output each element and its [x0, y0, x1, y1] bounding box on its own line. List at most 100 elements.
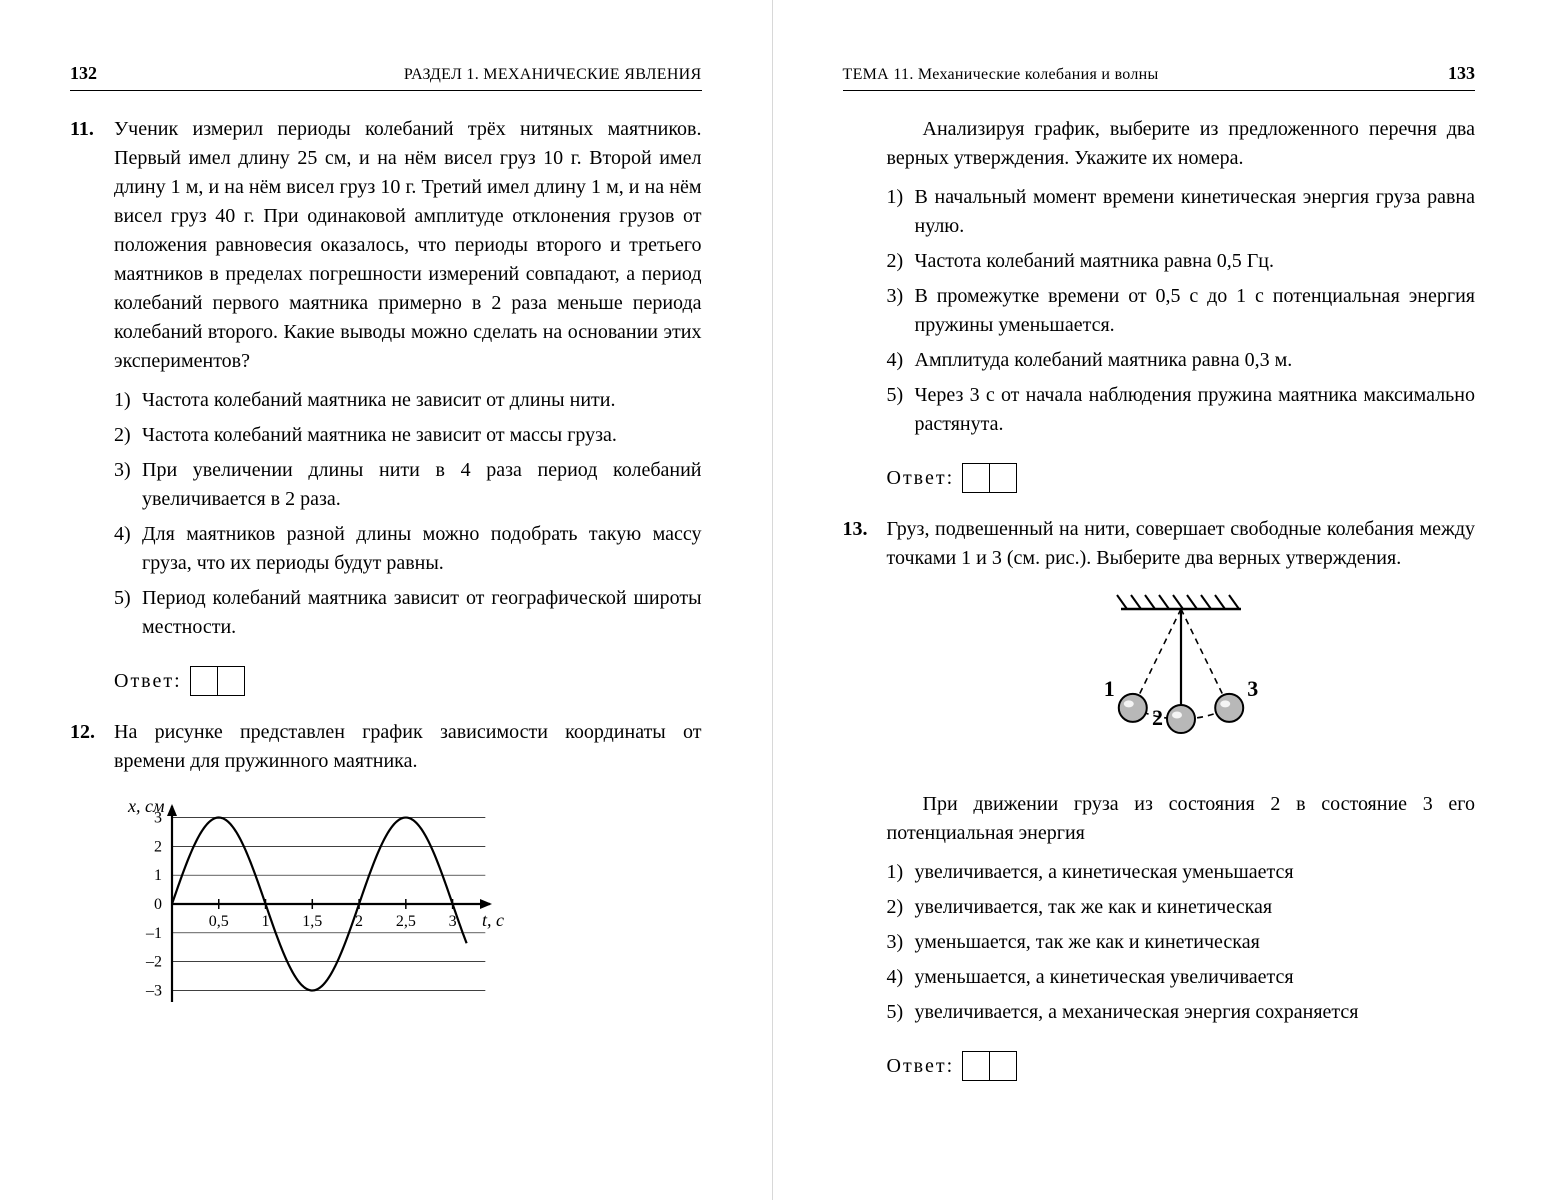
- problem-number: 12.: [70, 718, 114, 776]
- answer-label: Ответ:: [114, 667, 182, 696]
- option-text: уменьшается, а кинетическая увеличиваетс…: [915, 963, 1476, 992]
- option-number: 2): [114, 421, 142, 450]
- option-item: 3)В промежутке времени от 0,5 с до 1 с п…: [887, 282, 1476, 340]
- answer-label: Ответ:: [887, 1052, 955, 1081]
- problem-options: 1)В начальный момент времени кинетическа…: [887, 183, 1476, 439]
- problem-12-continued: Анализируя график, выберите из предложен…: [843, 115, 1476, 445]
- answer-box[interactable]: [990, 463, 1017, 493]
- problem-options: 1)увеличивается, а кинетическая уменьшае…: [887, 858, 1476, 1027]
- option-item: 3)При увеличении длины нити в 4 раза пер…: [114, 456, 702, 514]
- page-left: 1 3 2 РАЗДЕЛ 1. МЕХАНИЧЕСКИЕ ЯВЛЕНИЯ 11. У…: [0, 0, 773, 1200]
- option-item: 4)уменьшается, а кинетическая увеличивае…: [887, 963, 1476, 992]
- option-number: 1): [887, 858, 915, 887]
- svg-text:0,5: 0,5: [209, 913, 229, 930]
- problem-number: 13.: [843, 515, 887, 1033]
- svg-text:1: 1: [154, 867, 162, 884]
- option-item: 4)Амплитуда колебаний маятника равна 0,3…: [887, 346, 1476, 375]
- option-text: В начальный момент времени кинетическая …: [915, 183, 1476, 241]
- option-item: 5)Через 3 с от начала наблюдения пружина…: [887, 381, 1476, 439]
- answer-label: Ответ:: [887, 464, 955, 493]
- svg-text:1,5: 1,5: [302, 913, 322, 930]
- problem-11: 11. Ученик измерил периоды колебаний трё…: [70, 115, 702, 648]
- answer-box[interactable]: [990, 1051, 1017, 1081]
- svg-text:1: 1: [262, 913, 270, 930]
- option-text: Амплитуда колебаний маятника равна 0,3 м…: [915, 346, 1476, 375]
- svg-text:3: 3: [1247, 676, 1258, 701]
- problem-body: Груз, подвешенный на нити, совершает сво…: [887, 515, 1476, 1033]
- answer-box[interactable]: [962, 463, 990, 493]
- option-item: 5)Период колебаний маятника зависит от г…: [114, 584, 702, 642]
- problem-followup: При движении груза из состояния 2 в сост…: [887, 790, 1476, 848]
- option-text: увеличивается, так же как и кинетическая: [915, 893, 1476, 922]
- svg-text:1: 1: [1104, 676, 1115, 701]
- answer-box[interactable]: [190, 666, 218, 696]
- option-item: 4)Для маятников разной длины можно подоб…: [114, 520, 702, 578]
- option-item: 1)В начальный момент времени кинетическа…: [887, 183, 1476, 241]
- option-text: В промежутке времени от 0,5 с до 1 с пот…: [915, 282, 1476, 340]
- answer-box[interactable]: [218, 666, 245, 696]
- option-text: При увеличении длины нити в 4 раза перио…: [142, 456, 702, 514]
- svg-text:–3: –3: [145, 983, 162, 1000]
- graph-svg: 0,511,522,53–3–2–10123x, смt, с: [114, 794, 534, 1014]
- option-item: 2)увеличивается, так же как и кинетическ…: [887, 893, 1476, 922]
- option-number: 3): [887, 282, 915, 340]
- option-text: Частота колебаний маятника не зависит от…: [142, 421, 702, 450]
- option-text: Частота колебаний маятника равна 0,5 Гц.: [915, 247, 1476, 276]
- page-spread: 1 3 2 РАЗДЕЛ 1. МЕХАНИЧЕСКИЕ ЯВЛЕНИЯ 11. У…: [0, 0, 1545, 1200]
- problem-body: Ученик измерил периоды колебаний трёх ни…: [114, 115, 702, 648]
- svg-text:2: 2: [355, 913, 363, 930]
- problem-options: 1)Частота колебаний маятника не зависит …: [114, 386, 702, 642]
- page-number-right: 133: [1448, 60, 1475, 86]
- option-number: 5): [887, 998, 915, 1027]
- option-number: 4): [887, 346, 915, 375]
- problem-text: Анализируя график, выберите из предложен…: [887, 115, 1476, 173]
- problem-body: Анализируя график, выберите из предложен…: [887, 115, 1476, 445]
- option-item: 5)увеличивается, а механическая энергия …: [887, 998, 1476, 1027]
- option-text: увеличивается, а кинетическая уменьшаетс…: [915, 858, 1476, 887]
- option-number: 5): [887, 381, 915, 439]
- graph-x-vs-t: 0,511,522,53–3–2–10123x, смt, с: [114, 794, 702, 1023]
- option-number: 3): [114, 456, 142, 514]
- svg-text:3: 3: [449, 913, 457, 930]
- problem-text: Ученик измерил периоды колебаний трёх ни…: [114, 115, 702, 376]
- option-text: Для маятников разной длины можно подобра…: [142, 520, 702, 578]
- svg-text:0: 0: [154, 896, 162, 913]
- option-item: 3)уменьшается, так же как и кинетическая: [887, 928, 1476, 957]
- option-number: 4): [114, 520, 142, 578]
- problem-number-empty: [843, 115, 887, 445]
- option-number: 4): [887, 963, 915, 992]
- option-number: 1): [114, 386, 142, 415]
- answer-box[interactable]: [962, 1051, 990, 1081]
- svg-text:x, см: x, см: [127, 796, 165, 816]
- problem-12: 12. На рисунке представлен график зависи…: [70, 718, 702, 776]
- option-number: 2): [887, 247, 915, 276]
- option-text: уменьшается, так же как и кинетическая: [915, 928, 1476, 957]
- option-number: 3): [887, 928, 915, 957]
- svg-text:2,5: 2,5: [396, 913, 416, 930]
- running-title-left: РАЗДЕЛ 1. МЕХАНИЧЕСКИЕ ЯВЛЕНИЯ: [404, 63, 702, 86]
- problem-13: 13. Груз, подвешенный на нити, совершает…: [843, 515, 1476, 1033]
- option-item: 2)Частота колебаний маятника равна 0,5 Г…: [887, 247, 1476, 276]
- problem-text: На рисунке представлен график зависимост…: [114, 718, 702, 776]
- svg-text:t, с: t, с: [482, 910, 504, 930]
- option-text: Через 3 с от начала наблюдения пружина м…: [915, 381, 1476, 439]
- option-item: 2)Частота колебаний маятника не зависит …: [114, 421, 702, 450]
- problem-number: 11.: [70, 115, 114, 648]
- option-text: Частота колебаний маятника не зависит от…: [142, 386, 702, 415]
- pendulum-diagram: 1 2 3: [887, 587, 1476, 776]
- pendulum-svg: 1 2 3: [1071, 587, 1291, 767]
- option-text: Период колебаний маятника зависит от гео…: [142, 584, 702, 642]
- option-item: 1)Частота колебаний маятника не зависит …: [114, 386, 702, 415]
- problem-text: Груз, подвешенный на нити, совершает сво…: [887, 515, 1476, 573]
- option-number: 5): [114, 584, 142, 642]
- page-right: ТЕМА 11. Механические колебания и волны …: [773, 0, 1545, 1200]
- svg-text:–1: –1: [145, 925, 162, 942]
- option-text: увеличивается, а механическая энергия со…: [915, 998, 1476, 1027]
- answer-row-12: Ответ:: [887, 463, 1476, 493]
- svg-text:2: 2: [1152, 705, 1163, 730]
- running-head-right: ТЕМА 11. Механические колебания и волны …: [843, 60, 1476, 91]
- answer-row-13: Ответ:: [887, 1051, 1476, 1081]
- running-title-right: ТЕМА 11. Механические колебания и волны: [843, 63, 1159, 86]
- option-item: 1)увеличивается, а кинетическая уменьшае…: [887, 858, 1476, 887]
- answer-row-11: Ответ:: [114, 666, 702, 696]
